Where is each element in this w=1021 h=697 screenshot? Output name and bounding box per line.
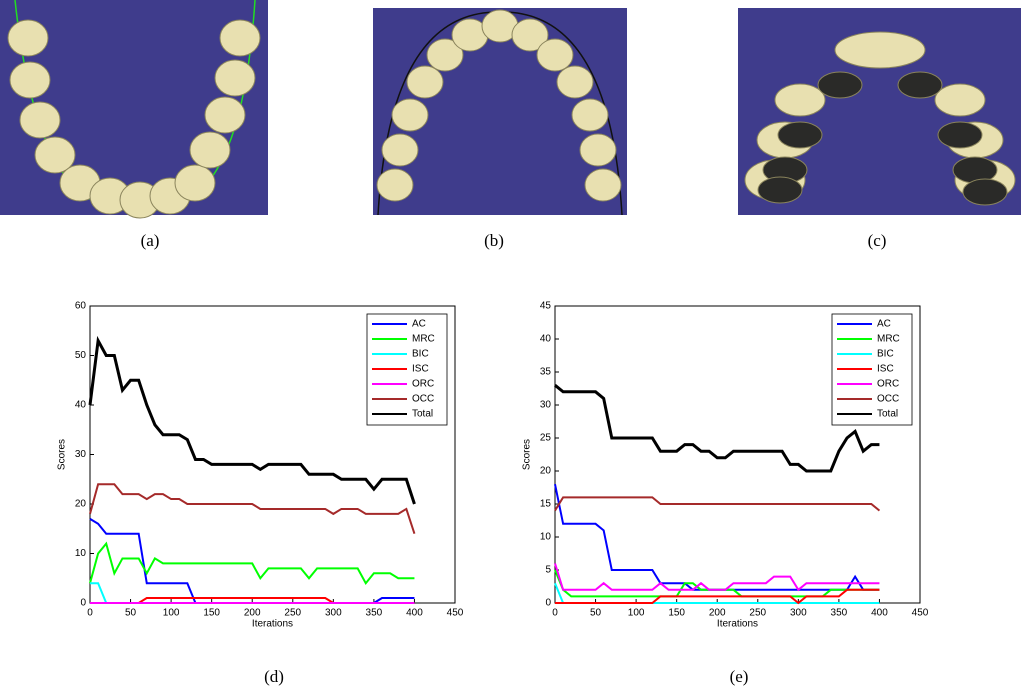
legend-label: BIC (412, 349, 429, 360)
y-tick-label: 40 (540, 334, 552, 345)
legend-label: Total (412, 409, 433, 420)
caption: (d) (264, 667, 284, 686)
legend-label: ORC (412, 379, 434, 390)
legend-label: OCC (412, 394, 434, 405)
y-tick-label: 50 (75, 350, 87, 361)
tooth (7, 19, 49, 57)
series-line (88, 335, 416, 505)
tooth (381, 133, 419, 167)
series-line (554, 384, 880, 473)
tooth (579, 133, 617, 167)
x-tick-label: 250 (284, 608, 301, 619)
x-tick-label: 100 (163, 608, 180, 619)
y-tick-label: 10 (75, 548, 87, 559)
tooth (757, 176, 803, 204)
tooth (174, 164, 216, 202)
x-tick-label: 400 (406, 608, 423, 619)
tooth (556, 65, 594, 99)
tooth (391, 98, 429, 132)
x-tick-label: 350 (831, 608, 848, 619)
x-tick-label: 100 (628, 608, 645, 619)
tooth (584, 168, 622, 202)
x-tick-label: 250 (749, 608, 766, 619)
x-tick-label: 50 (125, 608, 137, 619)
tooth (962, 178, 1008, 206)
legend-label: AC (412, 319, 426, 330)
tooth (214, 59, 256, 97)
x-tick-label: 50 (590, 608, 602, 619)
x-tick-label: 150 (668, 608, 685, 619)
x-tick-label: 400 (871, 608, 888, 619)
x-tick-label: 0 (87, 608, 93, 619)
y-tick-label: 20 (75, 499, 87, 510)
tooth (376, 168, 414, 202)
y-axis-label: Scores (522, 439, 533, 470)
y-axis-label: Scores (57, 439, 68, 470)
x-tick-label: 350 (366, 608, 383, 619)
series-line (555, 588, 880, 605)
y-tick-label: 30 (540, 400, 552, 411)
tooth (934, 83, 986, 117)
series-line (554, 563, 880, 592)
caption: (b) (484, 231, 504, 250)
y-tick-label: 0 (545, 598, 551, 609)
legend-label: AC (877, 319, 891, 330)
tooth (536, 38, 574, 72)
x-axis-label: Iterations (717, 619, 758, 630)
y-tick-label: 30 (75, 449, 87, 460)
y-tick-label: 60 (75, 301, 87, 312)
tooth (406, 65, 444, 99)
x-tick-label: 450 (912, 608, 929, 619)
tooth (19, 101, 61, 139)
y-tick-label: 45 (540, 301, 552, 312)
tooth (189, 131, 231, 169)
tooth (426, 38, 464, 72)
y-tick-label: 15 (540, 499, 552, 510)
series-line (554, 496, 881, 512)
x-tick-label: 0 (552, 608, 558, 619)
x-tick-label: 300 (790, 608, 807, 619)
tooth (834, 31, 926, 69)
tooth (511, 18, 549, 52)
legend-label: ISC (877, 364, 894, 375)
legend-label: OCC (877, 394, 899, 405)
legend-label: MRC (877, 334, 900, 345)
y-tick-label: 40 (75, 400, 87, 411)
x-tick-label: 300 (325, 608, 342, 619)
y-tick-label: 25 (540, 433, 552, 444)
y-tick-label: 20 (540, 466, 552, 477)
tooth (777, 121, 823, 149)
legend-label: BIC (877, 349, 894, 360)
tooth (937, 121, 983, 149)
y-tick-label: 5 (545, 565, 551, 576)
tooth (9, 61, 51, 99)
legend-label: Total (877, 409, 898, 420)
x-tick-label: 200 (244, 608, 261, 619)
x-tick-label: 200 (709, 608, 726, 619)
tooth (34, 136, 76, 174)
x-tick-label: 450 (447, 608, 464, 619)
caption: (c) (868, 231, 887, 250)
caption: (a) (141, 231, 160, 250)
legend-label: ORC (877, 379, 899, 390)
tooth (817, 71, 863, 99)
x-tick-label: 150 (203, 608, 220, 619)
legend-label: ISC (412, 364, 429, 375)
series-line (89, 483, 416, 535)
x-axis-label: Iterations (252, 619, 293, 630)
y-tick-label: 10 (540, 532, 552, 543)
y-tick-label: 0 (80, 598, 86, 609)
tooth (204, 96, 246, 134)
tooth (774, 83, 826, 117)
caption: (e) (730, 667, 749, 686)
tooth (897, 71, 943, 99)
tooth (571, 98, 609, 132)
legend-label: MRC (412, 334, 435, 345)
y-tick-label: 35 (540, 367, 552, 378)
tooth (219, 19, 261, 57)
series-line (89, 541, 415, 585)
